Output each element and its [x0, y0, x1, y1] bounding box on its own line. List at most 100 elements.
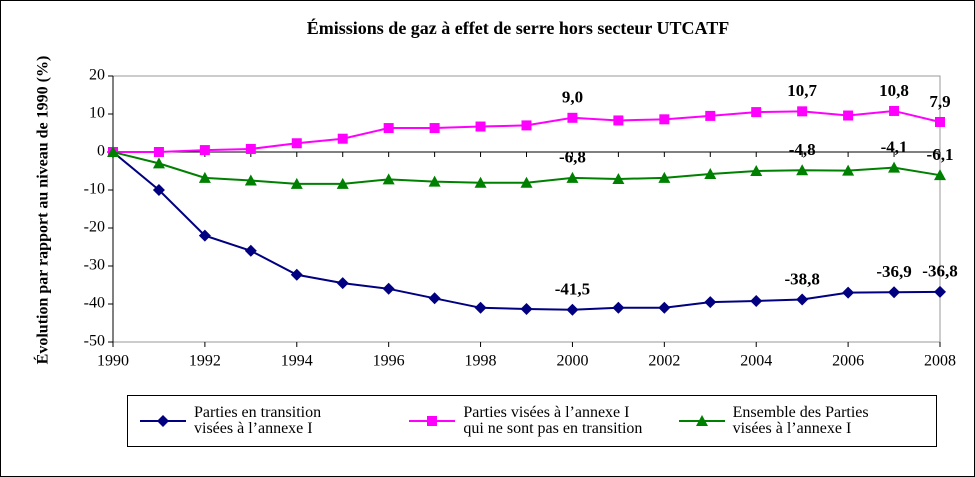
marker — [751, 107, 762, 118]
marker — [935, 116, 945, 127]
marker — [427, 416, 438, 426]
y-tick-label: -10 — [84, 181, 105, 198]
x-tick-label: 2004 — [740, 353, 772, 370]
marker — [658, 171, 671, 183]
legend-label: Parties visées à l’annexe I qui ne sont … — [463, 404, 643, 437]
marker — [888, 161, 901, 173]
marker — [290, 177, 303, 189]
y-tick-label: -30 — [84, 257, 105, 274]
marker — [199, 145, 210, 156]
marker — [336, 177, 349, 189]
data-label: -4,1 — [881, 137, 908, 156]
marker — [934, 169, 946, 181]
x-tick-label: 1990 — [97, 353, 129, 370]
marker — [842, 164, 855, 176]
marker — [566, 303, 579, 316]
legend-swatch — [140, 415, 186, 427]
marker — [521, 120, 532, 131]
data-label: -4,8 — [789, 140, 816, 159]
y-tick-label: -50 — [84, 333, 105, 350]
marker — [888, 286, 901, 299]
marker — [198, 171, 211, 183]
data-label: -41,5 — [555, 280, 590, 299]
data-label: -36,8 — [922, 262, 957, 281]
marker — [245, 143, 256, 154]
marker — [198, 229, 211, 242]
marker — [428, 175, 441, 187]
marker — [704, 296, 717, 309]
marker — [704, 168, 717, 180]
marker — [428, 292, 441, 305]
marker — [291, 138, 302, 149]
marker — [750, 294, 763, 307]
marker — [152, 184, 165, 196]
marker — [612, 301, 625, 314]
y-tick-label: 20 — [89, 67, 105, 84]
y-tick-label: 0 — [97, 143, 105, 160]
data-label: 7,9 — [929, 92, 950, 111]
marker — [566, 171, 579, 183]
legend-label: Ensemble des Parties visées à l’annexe I — [732, 404, 869, 437]
y-tick-label: 10 — [89, 105, 105, 122]
marker — [567, 112, 578, 123]
y-tick-label: -40 — [84, 295, 105, 312]
marker — [244, 174, 257, 186]
marker — [843, 110, 854, 121]
data-label: -38,8 — [784, 269, 819, 288]
x-tick-label: 1992 — [189, 353, 221, 370]
x-tick-label: 2008 — [924, 353, 956, 370]
marker — [382, 282, 395, 295]
legend-label: Parties en transition visées à l’annexe … — [194, 404, 322, 437]
marker — [796, 293, 809, 306]
legend: Parties en transition visées à l’annexe … — [127, 395, 937, 447]
marker — [520, 302, 533, 315]
legend-swatch — [409, 416, 456, 426]
legend-swatch — [678, 415, 725, 426]
marker — [153, 147, 164, 157]
marker — [705, 110, 716, 121]
x-tick-label: 1996 — [373, 353, 405, 370]
marker — [659, 114, 670, 125]
marker — [612, 172, 625, 184]
marker — [520, 176, 533, 188]
marker — [336, 277, 349, 290]
marker — [796, 164, 809, 176]
marker — [797, 106, 808, 117]
marker — [474, 301, 487, 314]
marker — [382, 173, 395, 185]
marker — [695, 415, 708, 426]
marker — [934, 285, 946, 298]
marker — [152, 157, 165, 169]
marker — [750, 165, 763, 176]
data-label: 9,0 — [562, 88, 583, 107]
marker — [474, 176, 487, 188]
marker — [157, 415, 169, 427]
plot-area — [112, 75, 941, 343]
marker — [429, 123, 440, 134]
marker — [889, 105, 900, 116]
marker — [842, 286, 855, 299]
x-tick-label: 2006 — [832, 353, 864, 370]
marker — [613, 115, 624, 126]
data-label: -36,9 — [876, 262, 911, 281]
legend-item: Parties en transition visées à l’annexe … — [128, 405, 397, 437]
marker — [383, 123, 394, 134]
marker — [107, 146, 119, 157]
y-tick-label: -20 — [84, 219, 105, 236]
marker — [658, 301, 671, 314]
x-tick-label: 2000 — [556, 353, 588, 370]
marker — [475, 121, 486, 132]
x-tick-label: 1998 — [465, 353, 497, 370]
marker — [290, 268, 303, 281]
marker — [337, 133, 348, 144]
legend-item: Ensemble des Parties visées à l’annexe I — [667, 405, 936, 437]
data-label: -6,8 — [559, 148, 586, 167]
x-tick-label: 1994 — [281, 353, 313, 370]
marker — [244, 244, 257, 257]
chart-title: Émissions de gaz à effet de serre hors s… — [307, 17, 729, 38]
data-label: 10,7 — [787, 81, 817, 100]
data-label: -6,1 — [927, 145, 954, 164]
x-tick-label: 2002 — [648, 353, 680, 370]
